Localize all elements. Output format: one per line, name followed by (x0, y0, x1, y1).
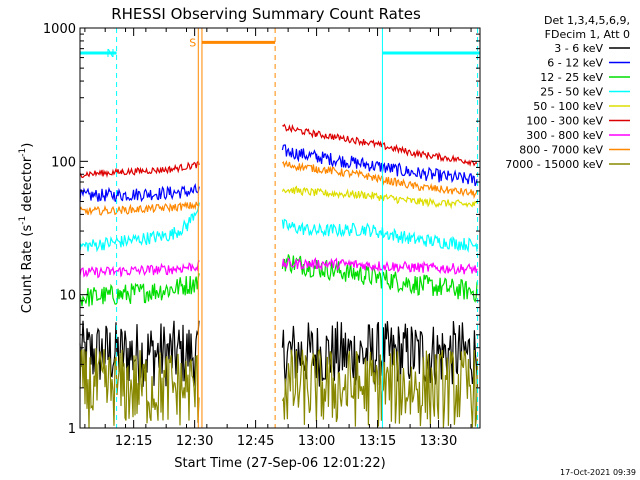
y-axis-label: Count Rate (s-1 detector-1) (18, 143, 35, 314)
footer-timestamp: 17-Oct-2021 09:39 (560, 468, 636, 477)
series-4 (79, 202, 478, 253)
legend-label-9: 7000 - 15000 keV (505, 158, 603, 171)
legend-label-1: 3 - 6 keV (554, 42, 603, 55)
legend-label-5: 50 - 100 keV (533, 100, 603, 113)
y-tick-label-3: 100 (51, 155, 76, 170)
series-5-segment-1 (281, 185, 478, 210)
series-9-segment-2 (281, 348, 478, 428)
y-axis-label-part-1: Count Rate (s (20, 225, 35, 314)
series-3 (79, 254, 478, 307)
x-tick-label-6: 13:30 (420, 434, 457, 449)
series-2 (79, 144, 478, 203)
x-tick-label-5: 13:15 (359, 434, 396, 449)
legend-label-2: 6 - 12 keV (547, 57, 603, 70)
x-tick-label-2: 12:30 (176, 434, 213, 449)
x-tick-label-1: 12:15 (115, 434, 152, 449)
series-7-segment-1 (79, 260, 200, 279)
legend-label-8: 800 - 7000 keV (519, 144, 603, 157)
series-3-segment-1 (79, 273, 200, 307)
series-3-segment-2 (281, 254, 478, 303)
series-4-segment-2 (281, 218, 478, 253)
chart-title: RHESSI Observing Summary Count Rates (111, 5, 421, 23)
series-6-segment-2 (282, 123, 478, 167)
series-6-segment-1 (79, 159, 200, 179)
plot-area: NS (79, 28, 480, 428)
axes: 1 10 100 1000 12:15 12:30 12:45 13:00 13:15 13:30 (43, 22, 481, 449)
y-axis-label-sup-1: -1 (18, 216, 28, 225)
legend: Det 1,3,4,5,6,9, FDecim 1, Att 0 3 - 6 k… (505, 14, 630, 171)
y-axis-label-part-2: detector (20, 156, 35, 216)
plot-frame (79, 27, 481, 429)
series-4-segment-1 (79, 202, 200, 253)
x-axis-label: Start Time (27-Sep-06 12:01:22) (174, 456, 385, 471)
series-2-segment-1 (79, 183, 200, 203)
series-7-segment-2 (281, 256, 478, 275)
legend-label-4: 25 - 50 keV (540, 86, 603, 99)
state-bar-label-1: N (106, 47, 114, 60)
series-8-segment-1 (79, 201, 200, 216)
series-8-segment-2 (281, 160, 478, 200)
series-7 (79, 256, 478, 279)
y-axis-label-sup-2: -1 (18, 148, 28, 157)
y-tick-label-2: 10 (59, 289, 76, 304)
legend-label-6: 100 - 300 keV (526, 115, 603, 128)
legend-header-line-2: FDecim 1, Att 0 (545, 28, 630, 41)
legend-header-line-1: Det 1,3,4,5,6,9, (544, 14, 630, 27)
series-9-segment-1 (79, 348, 200, 428)
x-tick-label-4: 13:00 (298, 434, 335, 449)
series-9 (79, 348, 478, 428)
state-bar-label-3: S (189, 36, 196, 49)
series-5 (281, 185, 478, 210)
legend-label-3: 12 - 25 keV (540, 71, 603, 84)
legend-label-7: 300 - 800 keV (526, 129, 603, 142)
series-8 (79, 160, 478, 216)
series-2-segment-2 (281, 144, 478, 187)
y-axis-label-part-3: ) (20, 143, 35, 148)
series-6 (79, 123, 478, 179)
y-tick-label-1: 1 (68, 422, 76, 437)
x-tick-label-3: 12:45 (237, 434, 274, 449)
y-tick-label-4: 1000 (43, 22, 76, 37)
